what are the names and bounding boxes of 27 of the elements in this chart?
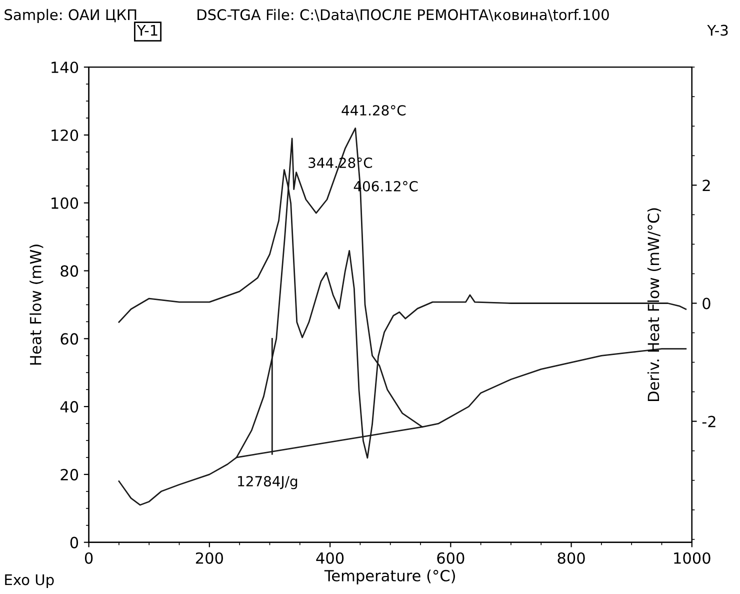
y-tick-label: 40: [60, 401, 78, 413]
text: Y-1: [136, 24, 158, 36]
y-tick-label: 80: [60, 265, 78, 277]
x-axis-title: Temperature (°C): [324, 570, 455, 584]
y2-axis-title: Deriv. Heat Flow (mW/°C): [647, 208, 662, 401]
x-tick-label: 800: [558, 552, 585, 564]
text: Y-3: [707, 24, 728, 36]
annotation: 441.28°C: [342, 105, 406, 116]
y-tick-label: 0: [70, 536, 78, 548]
x-tick-label: 0: [84, 552, 93, 564]
y-tick-label: 100: [52, 197, 78, 209]
y-tick-label: 140: [52, 62, 78, 74]
y-tick-label: 120: [52, 129, 78, 142]
y2-tick-label: -2: [702, 416, 716, 428]
annotation: 12784J/g: [238, 476, 298, 490]
y2-tick-label: 2: [702, 180, 710, 191]
x-tick-label: 200: [196, 552, 223, 564]
chart-subtitle: DSC-TGA File: C:\Data\ПОСЛЕ РЕМОНТА\ковина\torf.100: [198, 8, 609, 22]
text: Exo Up: [5, 574, 54, 588]
x-tick-label: 400: [316, 552, 344, 564]
chart-title: Sample: ОАИ ЦКП: [4, 8, 136, 24]
y-tick-label: 20: [60, 468, 78, 480]
y-axis-title: Heat Flow (mW): [30, 244, 44, 365]
x-tick-label: 600: [437, 552, 464, 564]
x-tick-label: 1000: [674, 552, 710, 564]
y-tick-label: 60: [60, 333, 78, 345]
y2-tick-label: 0: [702, 298, 710, 310]
